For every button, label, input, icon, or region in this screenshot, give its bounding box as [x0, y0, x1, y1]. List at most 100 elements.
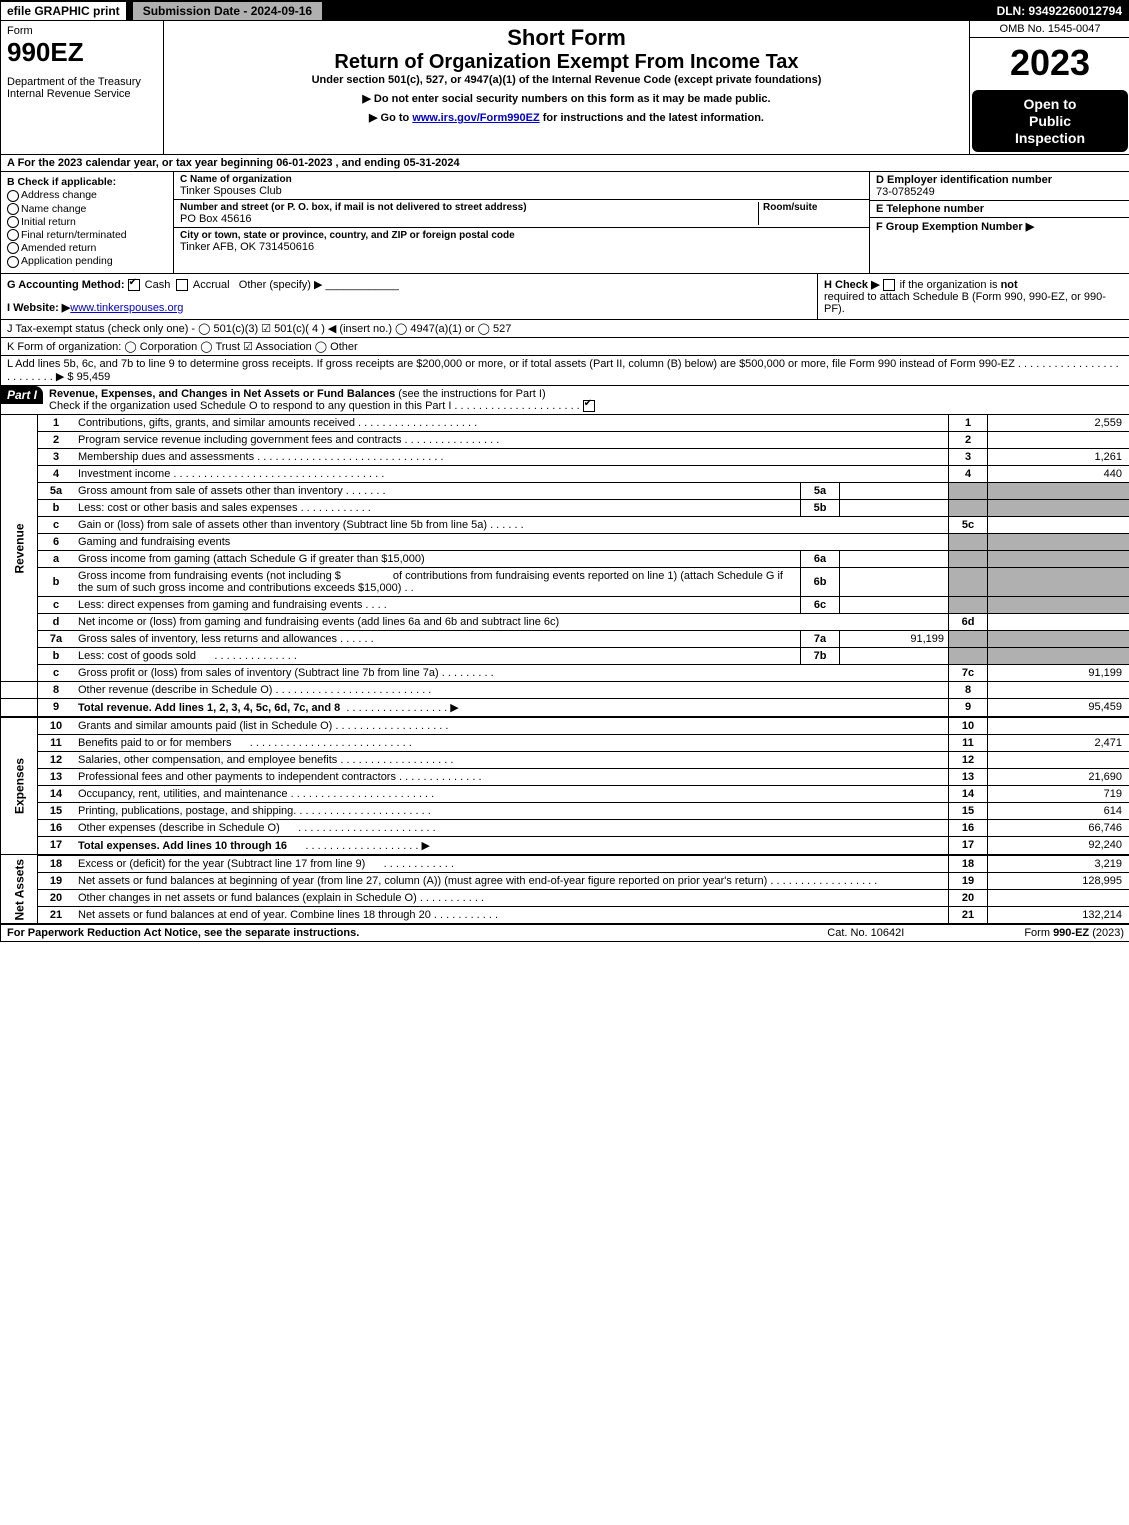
chk-application-pending[interactable]	[7, 256, 19, 268]
c-room-label: Room/suite	[763, 202, 863, 213]
instr2-pre: ▶ Go to	[369, 112, 412, 124]
desc-6c: Less: direct expenses from gaming and fu…	[78, 599, 362, 611]
part1-header-row: Part I Revenue, Expenses, and Changes in…	[1, 386, 1129, 415]
rv-18: 3,219	[988, 855, 1129, 873]
chk-schedule-o-part1[interactable]	[583, 400, 595, 412]
rv-15: 614	[988, 802, 1129, 819]
part1-check-text: Check if the organization used Schedule …	[49, 400, 451, 412]
footer-right-pre: Form	[1024, 927, 1053, 939]
rn-11: 11	[949, 734, 988, 751]
desc-3: Membership dues and assessments	[78, 451, 254, 463]
ln-19: 19	[38, 872, 75, 889]
desc-9: Total revenue. Add lines 1, 2, 3, 4, 5c,…	[78, 702, 340, 714]
rv-19: 128,995	[988, 872, 1129, 889]
c-city-label: City or town, state or province, country…	[180, 230, 863, 241]
rv-7a-shade	[988, 630, 1129, 647]
ln-6d: d	[38, 613, 75, 630]
ln-16: 16	[38, 819, 75, 836]
ln-9: 9	[38, 698, 75, 717]
chk-address-change[interactable]	[7, 190, 19, 202]
lbl-cash: Cash	[145, 279, 171, 291]
ln-3: 3	[38, 448, 75, 465]
h-label: H Check ▶	[824, 279, 880, 291]
ln-18: 18	[38, 855, 75, 873]
top-bar: efile GRAPHIC print Submission Date - 20…	[1, 1, 1129, 21]
desc-8: Other revenue (describe in Schedule O)	[78, 684, 272, 696]
rn-18: 18	[949, 855, 988, 873]
mn-7b: 7b	[801, 647, 840, 664]
h-schedule-b: H Check ▶ if the organization is not req…	[817, 274, 1129, 319]
rv-5b-shade	[988, 499, 1129, 516]
revenue-side-label: Revenue	[1, 415, 38, 682]
desc-18: Excess or (deficit) for the year (Subtra…	[78, 858, 365, 870]
chk-final-return[interactable]	[7, 229, 19, 241]
submission-date: Submission Date - 2024-09-16	[132, 1, 323, 21]
header-right: OMB No. 1545-0047 2023 Open to Public In…	[969, 21, 1129, 154]
rn-19: 19	[949, 872, 988, 889]
g-label: G Accounting Method:	[7, 279, 125, 291]
rv-5a-shade	[988, 482, 1129, 499]
rn-8: 8	[949, 681, 988, 698]
rv-7c: 91,199	[988, 664, 1129, 681]
open-public-box: Open to Public Inspection	[972, 90, 1128, 152]
part1-title-area: Revenue, Expenses, and Changes in Net As…	[43, 386, 1129, 414]
mv-7a: 91,199	[840, 630, 949, 647]
footer-right: Form 990-EZ (2023)	[1024, 927, 1124, 939]
lbl-amended-return: Amended return	[21, 242, 96, 254]
desc-16: Other expenses (describe in Schedule O)	[78, 822, 280, 834]
rv-9: 95,459	[988, 698, 1129, 717]
lbl-name-change: Name change	[21, 203, 86, 215]
rv-14: 719	[988, 785, 1129, 802]
rv-6b-shade	[988, 567, 1129, 596]
org-street: PO Box 45616	[180, 213, 758, 225]
mv-5b	[840, 499, 949, 516]
rn-6b-shade	[949, 567, 988, 596]
rn-5a-shade	[949, 482, 988, 499]
desc-4: Investment income	[78, 468, 170, 480]
chk-schedule-b[interactable]	[883, 279, 895, 291]
row-l-gross-receipts: L Add lines 5b, 6c, and 7b to line 9 to …	[1, 356, 1129, 386]
b-label: B Check if applicable:	[7, 176, 167, 188]
ln-5c: c	[38, 516, 75, 533]
row-a-tax-year: A For the 2023 calendar year, or tax yea…	[1, 155, 1129, 172]
chk-accrual[interactable]	[176, 279, 188, 291]
chk-cash[interactable]	[128, 279, 140, 291]
ln-13: 13	[38, 768, 75, 785]
website-link[interactable]: www.tinkerspouses.org	[70, 302, 183, 314]
rv-12	[988, 751, 1129, 768]
rv-13: 21,690	[988, 768, 1129, 785]
chk-name-change[interactable]	[7, 203, 19, 215]
ln-6a: a	[38, 550, 75, 567]
chk-initial-return[interactable]	[7, 216, 19, 228]
rv-10	[988, 717, 1129, 735]
h-not: not	[1001, 279, 1018, 291]
ln-8: 8	[38, 681, 75, 698]
mn-6b: 6b	[801, 567, 840, 596]
footer-left: For Paperwork Reduction Act Notice, see …	[7, 927, 359, 939]
desc-6b-1: Gross income from fundraising events (no…	[78, 570, 341, 582]
ln-1: 1	[38, 415, 75, 432]
rv-6c-shade	[988, 596, 1129, 613]
ein: 73-0785249	[876, 186, 1124, 198]
header-left: Form 990EZ Department of the Treasury In…	[1, 21, 164, 154]
rv-11: 2,471	[988, 734, 1129, 751]
irs-link[interactable]: www.irs.gov/Form990EZ	[412, 112, 539, 124]
rv-16: 66,746	[988, 819, 1129, 836]
rn-3: 3	[949, 448, 988, 465]
h-text1: if the organization is	[900, 279, 998, 291]
dept-treasury: Department of the Treasury	[7, 76, 157, 88]
chk-amended-return[interactable]	[7, 242, 19, 254]
footer-catno: Cat. No. 10642I	[827, 927, 904, 939]
row-j-tax-exempt: J Tax-exempt status (check only one) - ◯…	[1, 320, 1129, 338]
open1: Open to	[976, 96, 1124, 113]
mv-7b	[840, 647, 949, 664]
form-label: Form	[7, 25, 157, 37]
rv-8	[988, 681, 1129, 698]
g-accounting: G Accounting Method: Cash Accrual Other …	[1, 274, 817, 319]
instr-ssn: ▶ Do not enter social security numbers o…	[172, 92, 961, 105]
rn-16: 16	[949, 819, 988, 836]
rn-14: 14	[949, 785, 988, 802]
ln-5b: b	[38, 499, 75, 516]
rn-7b-shade	[949, 647, 988, 664]
expenses-side-label: Expenses	[1, 717, 38, 855]
